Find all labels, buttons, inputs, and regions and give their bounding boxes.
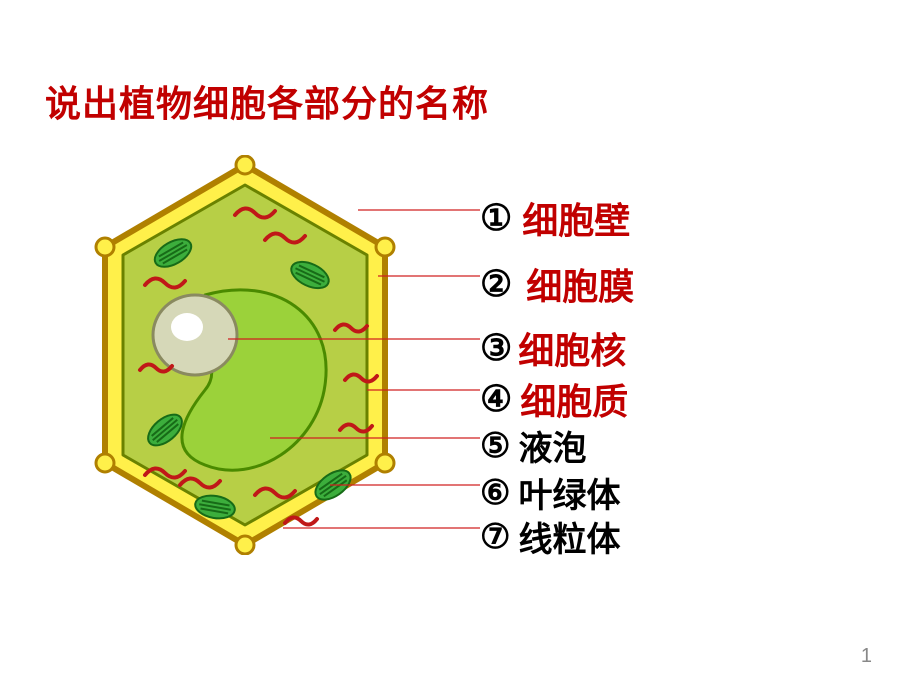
slide-title: 说出植物细胞各部分的名称: [45, 75, 489, 127]
label-row-1: ①细胞壁: [480, 192, 630, 244]
slide: 说出植物细胞各部分的名称: [0, 0, 920, 690]
label-number-1: ①: [480, 197, 512, 239]
label-text-2: 细胞膜: [526, 258, 634, 310]
label-number-4: ④: [480, 378, 512, 420]
nucleus-highlight: [171, 313, 203, 341]
cell-diagram: [85, 155, 405, 555]
label-text-7: 线粒体: [518, 512, 620, 561]
label-text-5: 液泡: [518, 421, 586, 470]
label-number-7: ⑦: [480, 517, 510, 557]
label-text-1: 细胞壁: [522, 192, 630, 244]
label-row-7: ⑦线粒体: [480, 512, 620, 561]
label-number-3: ③: [480, 327, 512, 369]
label-row-3: ③细胞核: [480, 322, 626, 374]
label-row-4: ④细胞质: [480, 373, 628, 425]
label-number-6: ⑥: [480, 473, 510, 513]
label-text-4: 细胞质: [520, 373, 628, 425]
label-row-6: ⑥叶绿体: [480, 468, 620, 517]
label-number-5: ⑤: [480, 426, 510, 466]
label-text-6: 叶绿体: [518, 468, 620, 517]
label-row-5: ⑤液泡: [480, 421, 586, 470]
label-text-3: 细胞核: [518, 322, 626, 374]
cell-svg: [85, 155, 405, 555]
label-number-2: ②: [480, 263, 512, 305]
label-row-2: ② 细胞膜: [480, 258, 634, 310]
page-number: 1: [861, 645, 872, 668]
